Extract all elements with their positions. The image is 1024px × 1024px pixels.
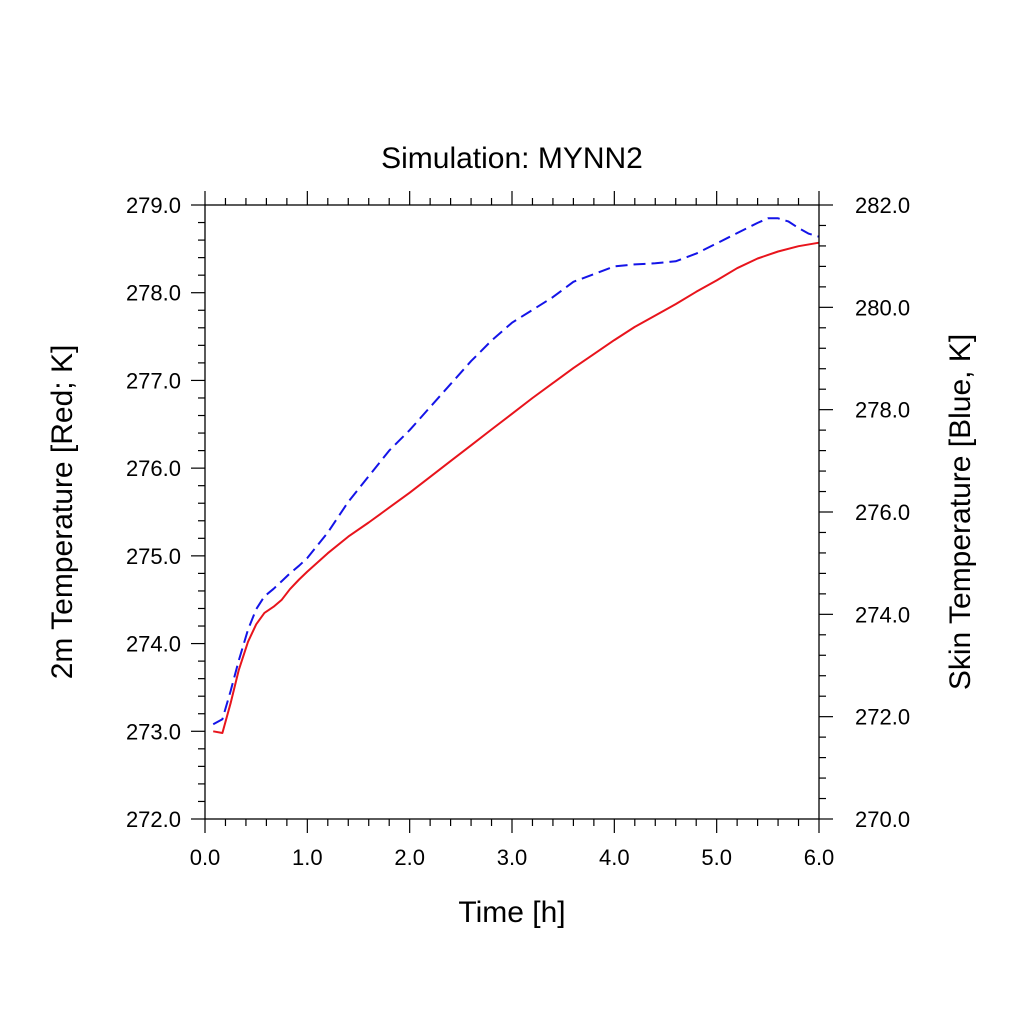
y-tick-label: 278.0 [126, 281, 181, 306]
y2-axis-title: Skin Temperature [Blue, K] [944, 334, 977, 690]
y2-tick-label: 282.0 [855, 193, 910, 218]
minor-ticks [198, 198, 826, 826]
plot-frame [204, 204, 820, 820]
series-line-skin-temperature [212, 217, 820, 726]
y2-tick-label: 272.0 [855, 705, 910, 730]
x-tick-label: 2.0 [394, 845, 425, 870]
y2-tick-label: 274.0 [855, 602, 910, 627]
chart-title: Simulation: MYNN2 [381, 142, 643, 175]
x-tick-label: 4.0 [599, 845, 630, 870]
y-tick-label: 272.0 [126, 807, 181, 832]
y2-tick-label: 280.0 [855, 295, 910, 320]
x-tick-label: 0.0 [190, 845, 221, 870]
x-tick-label: 3.0 [497, 845, 528, 870]
y-tick-label: 279.0 [126, 193, 181, 218]
y-tick-label: 275.0 [126, 544, 181, 569]
y-tick-label: 274.0 [126, 632, 181, 657]
y-tick-label: 273.0 [126, 719, 181, 744]
y-axis-title: 2m Temperature [Red; K] [46, 345, 79, 680]
x-tick-labels: 0.0 1.0 2.0 3.0 4.0 5.0 6.0 [190, 845, 835, 870]
y2-tick-label: 278.0 [855, 398, 910, 423]
y2-tick-labels: 270.0 272.0 274.0 276.0 278.0 280.0 282.0 [855, 193, 910, 832]
y-tick-labels: 272.0 273.0 274.0 275.0 276.0 277.0 278.0 279.0 [126, 193, 181, 832]
series-layer [212, 217, 820, 734]
x-tick-label: 5.0 [701, 845, 732, 870]
x-tick-label: 1.0 [292, 845, 323, 870]
x-tick-label: 6.0 [804, 845, 835, 870]
y-tick-label: 276.0 [126, 456, 181, 481]
y2-tick-label: 270.0 [855, 807, 910, 832]
series-line-2m-temperature [213, 241, 820, 734]
y-tick-label: 277.0 [126, 368, 181, 393]
x-axis-title: Time [h] [458, 896, 565, 929]
y2-tick-label: 276.0 [855, 500, 910, 525]
major-ticks [191, 191, 833, 833]
